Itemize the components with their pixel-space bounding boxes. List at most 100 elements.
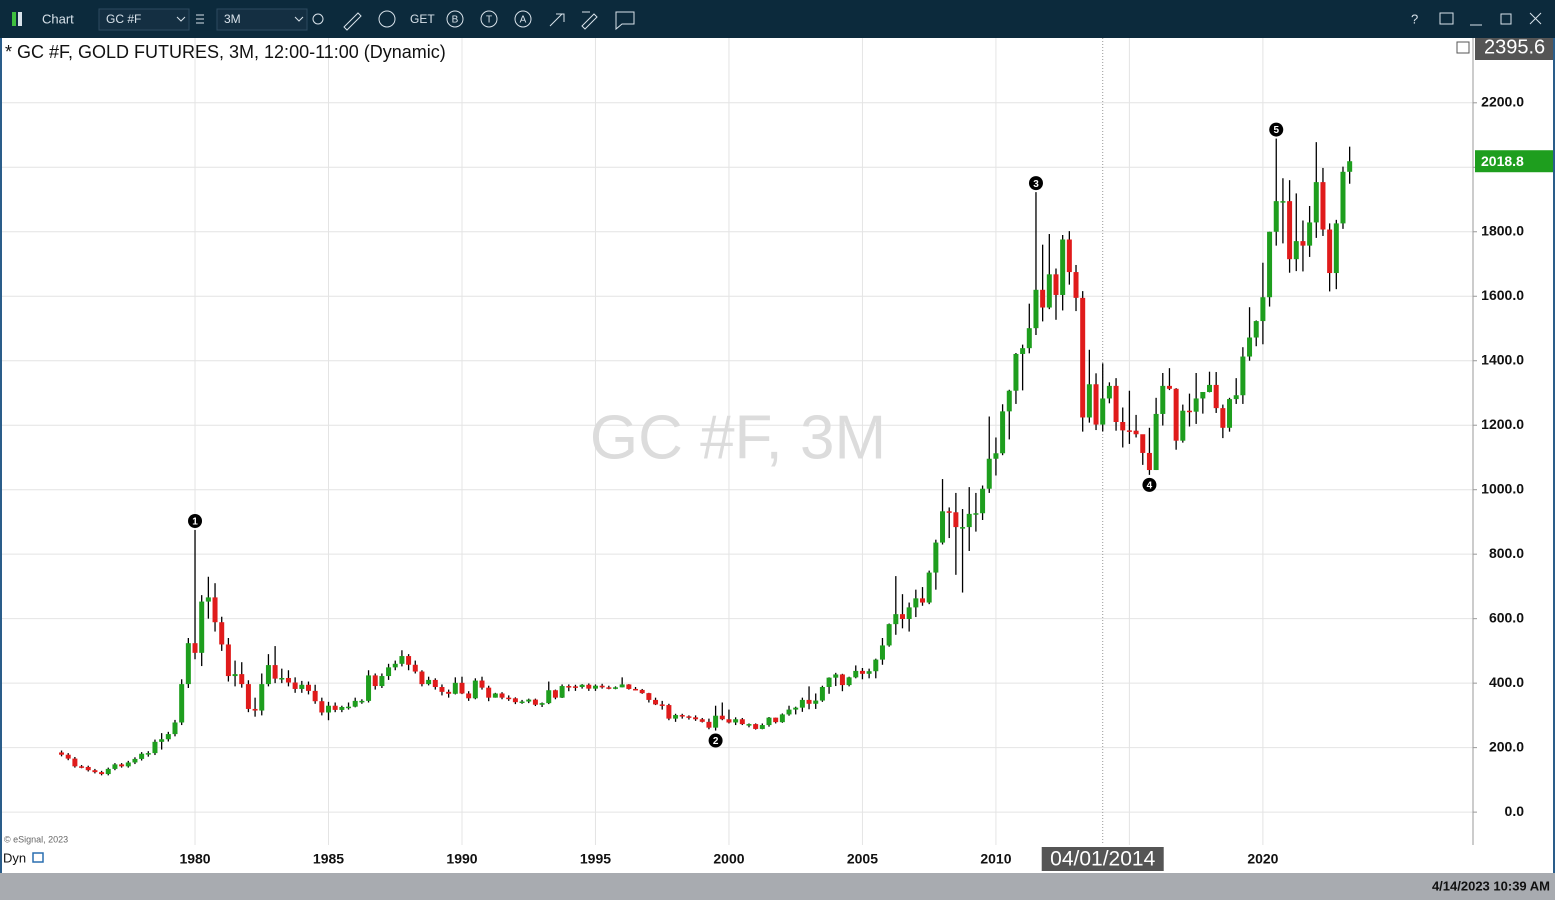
candle-body (1267, 231, 1273, 298)
candle-body (866, 671, 872, 674)
axes: 0.0 200.0 400.0 600.0 800.0 1000.0 1200.0 1400.… (179, 94, 1553, 871)
candle-body (1240, 356, 1246, 396)
candle-body (279, 677, 285, 680)
candle-body (172, 722, 178, 735)
candle-body (966, 513, 972, 528)
candle-body (305, 684, 311, 691)
candle-body (633, 688, 639, 691)
app-icon (18, 12, 22, 26)
candle-body (592, 685, 598, 689)
candle-body (379, 676, 385, 687)
y-tick-label: 200.0 (1489, 738, 1524, 754)
candle-body (432, 679, 438, 688)
candle-body (699, 719, 705, 722)
toolbar-button-label[interactable]: A (520, 15, 527, 26)
symbol-input[interactable]: GC #F (106, 12, 141, 26)
menu-icon[interactable] (196, 14, 204, 24)
clock-icon[interactable] (312, 13, 324, 25)
candle-body (659, 704, 665, 706)
candle-body (799, 699, 805, 708)
interval-input[interactable]: 3M (224, 12, 241, 26)
candle-body (813, 700, 819, 704)
candle-body (579, 684, 585, 688)
candle-body (285, 677, 291, 683)
y-tick-label: 400.0 (1489, 674, 1524, 690)
toolbar-button[interactable] (446, 10, 464, 28)
candle-body (1020, 348, 1026, 354)
y-tick-label: 1800.0 (1481, 222, 1524, 238)
candle-body (372, 675, 378, 687)
candle-body (479, 680, 485, 688)
candle-body (346, 706, 352, 709)
help-icon[interactable]: ? (1411, 11, 1418, 26)
candle-body (1333, 223, 1339, 274)
restore-button[interactable] (1500, 13, 1512, 25)
candle-body (1186, 410, 1192, 413)
draw-icon[interactable] (343, 12, 362, 31)
toolbar-button[interactable] (514, 10, 532, 28)
mode-label[interactable]: Dyn (3, 850, 26, 865)
comment-icon[interactable] (615, 11, 635, 31)
candle-body (546, 690, 552, 704)
candle-body (1013, 353, 1019, 391)
dropdown-arrow[interactable] (294, 16, 304, 22)
candle-body (726, 719, 732, 723)
dropdown-arrow[interactable] (176, 16, 186, 22)
candle-body (179, 684, 185, 723)
get-button[interactable]: GET (410, 12, 435, 26)
toolbar-button-label[interactable]: T (486, 15, 492, 26)
edit-icon[interactable] (581, 11, 598, 30)
close-button[interactable] (1529, 12, 1542, 25)
study-icon[interactable] (378, 10, 396, 28)
last-price-box (1475, 150, 1553, 173)
candle-body (219, 622, 225, 645)
interval-box[interactable] (216, 8, 308, 31)
axis-toggle[interactable] (1456, 41, 1470, 54)
candle-body (446, 691, 452, 694)
lock-icon[interactable] (32, 852, 44, 863)
candle-body (559, 686, 565, 698)
candle-body (339, 707, 345, 710)
candle-body (1173, 388, 1179, 441)
cursor-date-box (1041, 847, 1164, 871)
window-title: Chart (42, 11, 74, 26)
annotation-label: 3 (1033, 179, 1039, 190)
candle-body (412, 664, 418, 672)
candle-body (99, 772, 105, 775)
candle-body (666, 705, 672, 719)
candle-body (626, 684, 632, 689)
candle-body (599, 685, 605, 688)
annotation-label: 4 (1147, 481, 1153, 492)
candle-body (973, 513, 979, 515)
candle-body (1000, 411, 1006, 454)
x-tick-label: 2020 (1247, 851, 1278, 867)
candle-body (713, 715, 719, 728)
toolbar-button-label[interactable]: B (452, 15, 459, 26)
candle-body (232, 674, 238, 677)
x-tick-label: 1995 (580, 851, 611, 867)
symbol-box[interactable] (98, 8, 190, 31)
candle-body (786, 709, 792, 715)
annotation-badge (1028, 176, 1043, 191)
candle-body (746, 724, 752, 726)
candle-body (192, 643, 198, 653)
candle-body (1340, 171, 1346, 224)
candle-body (679, 715, 685, 717)
last-price: 2018.8 (1481, 153, 1524, 169)
candle-body (960, 527, 966, 529)
window-icon[interactable] (1439, 12, 1454, 25)
candle-body (352, 700, 358, 707)
annotation-badge (708, 733, 723, 748)
candle-body (1273, 201, 1279, 232)
candle-body (953, 512, 959, 528)
candle-body (406, 656, 412, 665)
toolbar-button[interactable] (480, 10, 498, 28)
candle-body (739, 719, 745, 725)
candle-body (1133, 430, 1139, 435)
candle-body (239, 674, 245, 685)
candle-body (733, 719, 739, 723)
candle-body (1006, 390, 1012, 412)
candle-body (1093, 384, 1099, 425)
tool-icon[interactable] (549, 13, 565, 27)
